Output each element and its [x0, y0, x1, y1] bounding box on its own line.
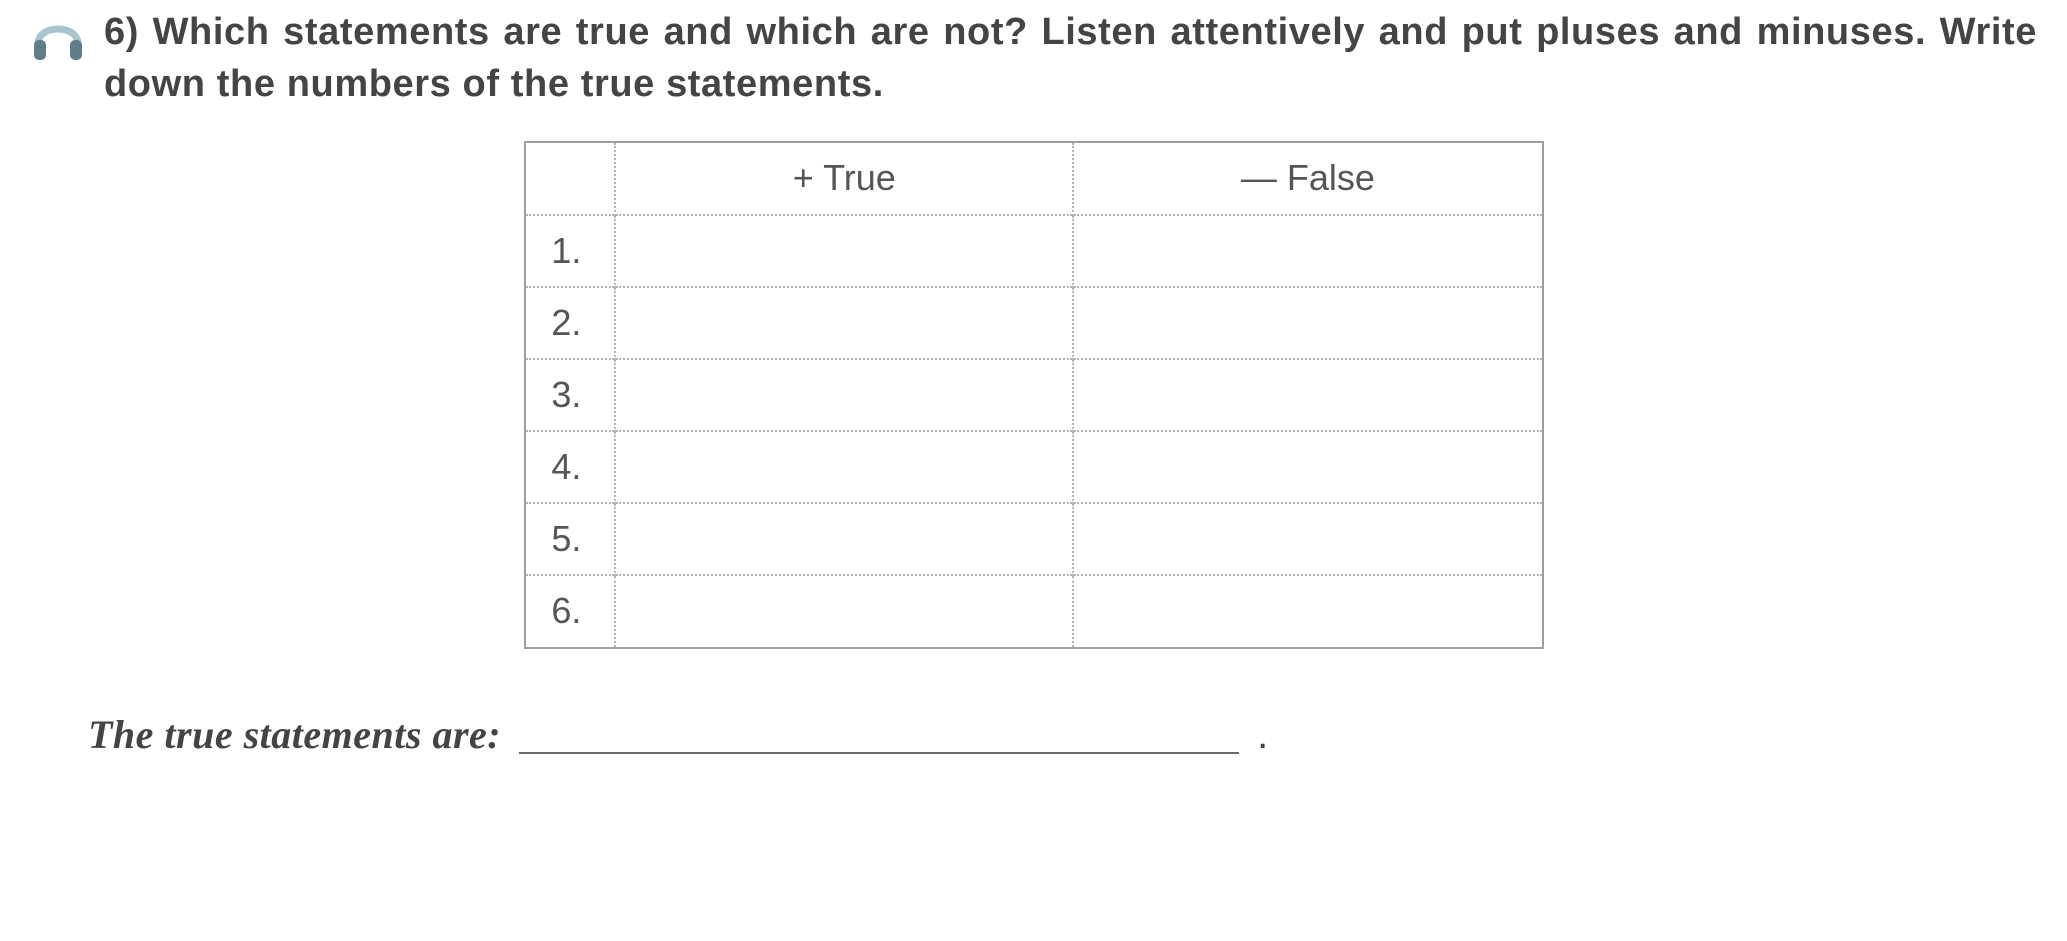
table-row: 1.	[526, 215, 1542, 287]
row-false-cell[interactable]	[1073, 359, 1541, 431]
table-row: 6.	[526, 575, 1542, 647]
table-row: 3.	[526, 359, 1542, 431]
true-false-table-wrap: + True — False 1. 2.	[524, 141, 1544, 649]
row-true-cell[interactable]	[615, 431, 1073, 503]
row-false-cell[interactable]	[1073, 503, 1541, 575]
task-number: 6)	[104, 11, 139, 53]
true-false-table: + True — False 1. 2.	[526, 143, 1542, 647]
row-num: 6.	[526, 575, 616, 647]
row-true-cell[interactable]	[615, 215, 1073, 287]
answer-period: .	[1257, 713, 1268, 758]
task-text: 6) Which statements are true and which a…	[104, 6, 2037, 111]
table-row: 5.	[526, 503, 1542, 575]
row-num: 2.	[526, 287, 616, 359]
headphones-icon	[30, 10, 86, 62]
worksheet-page: 6) Which statements are true and which a…	[0, 0, 2067, 758]
header-num	[526, 143, 616, 215]
row-true-cell[interactable]	[615, 287, 1073, 359]
header-true: + True	[615, 143, 1073, 215]
row-true-cell[interactable]	[615, 575, 1073, 647]
header-false: — False	[1073, 143, 1541, 215]
true-false-table-outer: + True — False 1. 2.	[524, 141, 1544, 649]
row-num: 3.	[526, 359, 616, 431]
table-row: 2.	[526, 287, 1542, 359]
task-prompt: Which statements are true and which are …	[104, 11, 2037, 105]
row-false-cell[interactable]	[1073, 215, 1541, 287]
row-num: 4.	[526, 431, 616, 503]
answer-blank[interactable]	[519, 752, 1239, 754]
answer-line: The true statements are: .	[30, 711, 2037, 758]
row-num: 5.	[526, 503, 616, 575]
table-header-row: + True — False	[526, 143, 1542, 215]
row-false-cell[interactable]	[1073, 431, 1541, 503]
table-row: 4.	[526, 431, 1542, 503]
row-false-cell[interactable]	[1073, 575, 1541, 647]
row-num: 1.	[526, 215, 616, 287]
row-true-cell[interactable]	[615, 503, 1073, 575]
row-false-cell[interactable]	[1073, 287, 1541, 359]
row-true-cell[interactable]	[615, 359, 1073, 431]
answer-label: The true statements are:	[88, 711, 501, 758]
task-row: 6) Which statements are true and which a…	[30, 0, 2037, 111]
